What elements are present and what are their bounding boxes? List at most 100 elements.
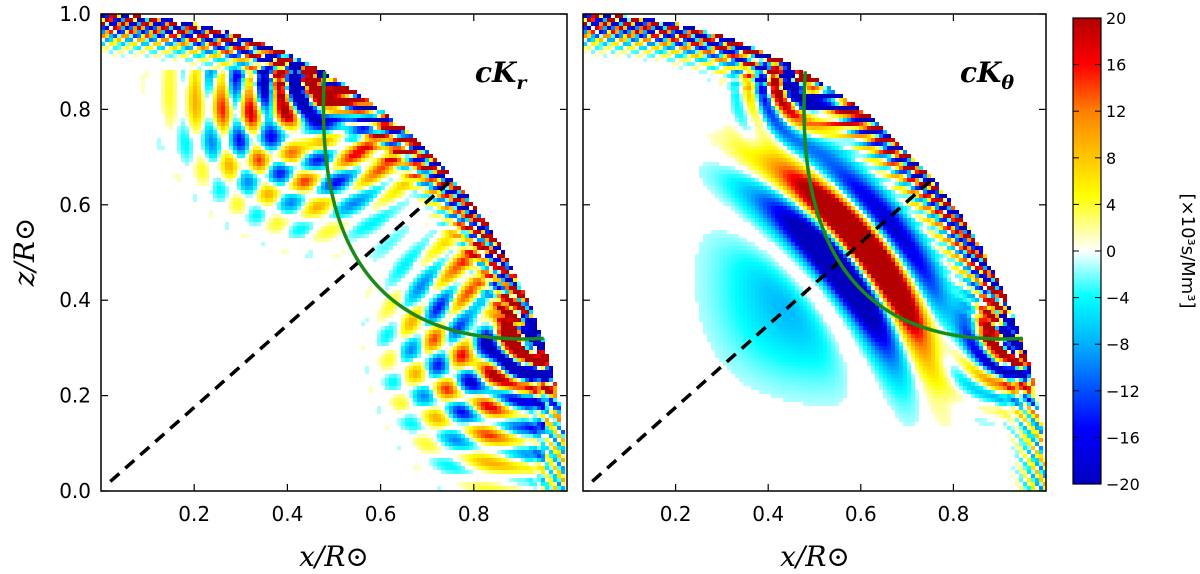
heatmap-cell xyxy=(193,86,197,90)
heatmap-cell xyxy=(353,178,357,182)
heatmap-cell xyxy=(269,106,273,110)
heatmap-cell xyxy=(417,298,421,302)
heatmap-cell xyxy=(341,182,345,186)
heatmap-cell xyxy=(441,218,445,222)
heatmap-cell xyxy=(413,322,417,326)
heatmap-cell xyxy=(197,174,201,178)
heatmap-cell xyxy=(389,358,393,362)
heatmap-cell xyxy=(481,326,485,330)
heatmap-cell xyxy=(405,178,409,182)
heatmap-cell xyxy=(309,182,313,186)
heatmap-cell xyxy=(429,414,433,418)
heatmap-cell xyxy=(257,118,261,122)
heatmap-cell xyxy=(699,38,703,42)
heatmap-cell xyxy=(453,266,457,270)
heatmap-cell xyxy=(457,246,461,250)
heatmap-cell xyxy=(553,402,557,406)
heatmap-cell xyxy=(201,26,205,30)
heatmap-cell xyxy=(481,366,485,370)
heatmap-cell xyxy=(237,82,241,86)
heatmap-cell xyxy=(469,270,473,274)
heatmap-cell xyxy=(469,354,473,358)
heatmap-cell xyxy=(277,114,281,118)
heatmap-cell xyxy=(481,338,485,342)
heatmap-cell xyxy=(493,326,497,330)
heatmap-cell xyxy=(513,466,517,470)
heatmap-cell xyxy=(305,142,309,146)
heatmap-cell xyxy=(309,254,313,258)
heatmap-cell xyxy=(289,98,293,102)
heatmap-cell xyxy=(345,198,349,202)
heatmap-cell xyxy=(481,470,485,474)
heatmap-cell xyxy=(505,410,509,414)
heatmap-cell xyxy=(643,18,647,22)
heatmap-cell xyxy=(369,118,373,122)
heatmap-cell xyxy=(473,358,477,362)
heatmap-cell xyxy=(245,106,249,110)
heatmap-cell xyxy=(517,354,521,358)
heatmap-cell xyxy=(109,30,113,34)
heatmap-cell xyxy=(393,238,397,242)
heatmap-cell xyxy=(325,90,329,94)
heatmap-cell xyxy=(337,254,341,258)
heatmap-cell xyxy=(477,378,481,382)
heatmap-cell xyxy=(173,110,177,114)
heatmap-cell xyxy=(377,214,381,218)
heatmap-cell xyxy=(493,426,497,430)
heatmap-cell xyxy=(655,34,659,38)
heatmap-cell xyxy=(157,142,161,146)
heatmap-cell xyxy=(767,78,771,82)
heatmap-cell xyxy=(517,398,521,402)
heatmap-cell xyxy=(477,350,481,354)
heatmap-cell xyxy=(417,426,421,430)
heatmap-cell xyxy=(237,138,241,142)
heatmap-cell xyxy=(197,158,201,162)
heatmap-cell xyxy=(481,370,485,374)
heatmap-cell xyxy=(541,370,545,374)
heatmap-cell xyxy=(305,70,309,74)
heatmap-cell xyxy=(241,138,245,142)
heatmap-cell xyxy=(587,34,591,38)
heatmap-cell xyxy=(333,118,337,122)
heatmap-cell xyxy=(509,290,513,294)
heatmap-cell xyxy=(233,86,237,90)
heatmap-cell xyxy=(389,274,393,278)
heatmap-cell xyxy=(445,294,449,298)
heatmap-cell xyxy=(513,438,517,442)
heatmap-cell xyxy=(529,346,533,350)
heatmap-cell xyxy=(461,194,465,198)
heatmap-cell xyxy=(437,346,441,350)
heatmap-cell xyxy=(401,170,405,174)
heatmap-cell xyxy=(237,122,241,126)
heatmap-cell xyxy=(397,146,401,150)
heatmap-cell xyxy=(241,182,245,186)
heatmap-cell xyxy=(317,82,321,86)
heatmap-cell xyxy=(525,390,529,394)
heatmap-cell xyxy=(553,458,557,462)
heatmap-cell xyxy=(297,226,301,230)
heatmap-cell xyxy=(321,198,325,202)
heatmap-cell xyxy=(473,290,477,294)
heatmap-cell xyxy=(185,86,189,90)
heatmap-cell xyxy=(249,214,253,218)
heatmap-cell xyxy=(173,98,177,102)
heatmap-cell xyxy=(553,462,557,466)
heatmap-cell xyxy=(249,182,253,186)
heatmap-cell xyxy=(165,74,169,78)
heatmap-cell xyxy=(245,78,249,82)
heatmap-cell xyxy=(619,38,623,42)
heatmap-cell xyxy=(301,162,305,166)
heatmap-cell xyxy=(209,130,213,134)
heatmap-cell xyxy=(145,46,149,50)
heatmap-cell xyxy=(317,106,321,110)
heatmap-cell xyxy=(337,206,341,210)
heatmap-cell xyxy=(285,202,289,206)
heatmap-cell xyxy=(711,66,715,70)
heatmap-cell xyxy=(305,126,309,130)
heatmap-cell xyxy=(413,390,417,394)
heatmap-cell xyxy=(353,230,357,234)
heatmap-cell xyxy=(449,262,453,266)
heatmap-cell xyxy=(513,402,517,406)
heatmap-cell xyxy=(145,18,149,22)
heatmap-cell xyxy=(221,82,225,86)
